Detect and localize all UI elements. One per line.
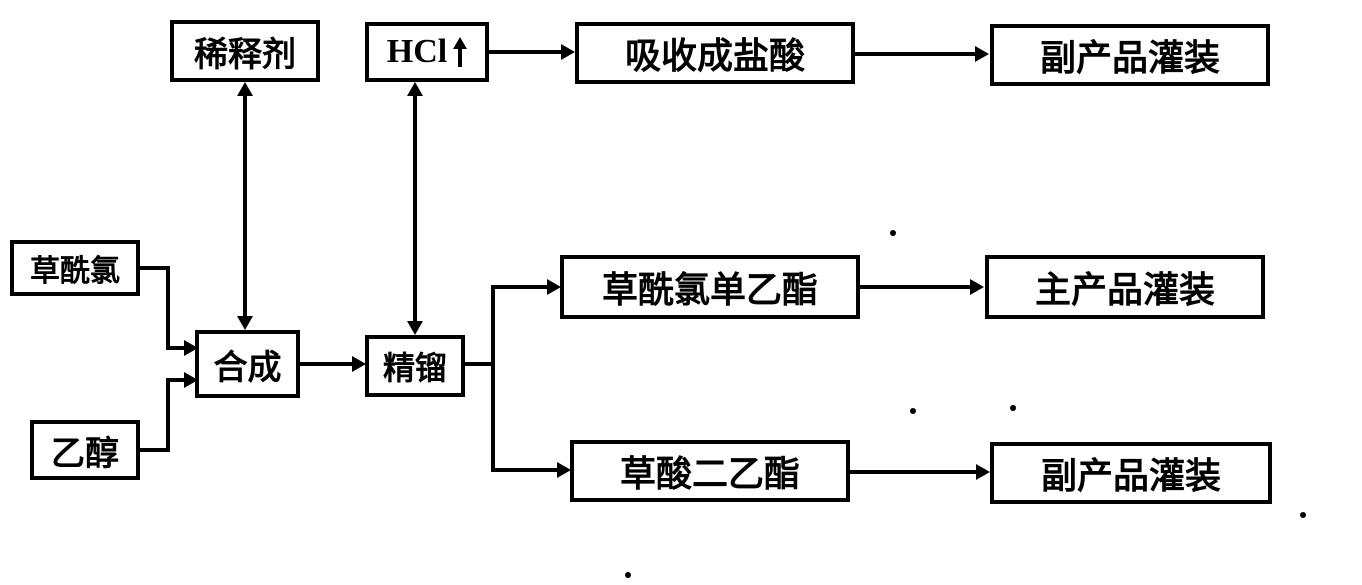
edge-ethanol-head: [184, 372, 198, 388]
dot-icon: [910, 408, 916, 414]
label: 副产品灌装: [1041, 447, 1221, 499]
dot-icon: [625, 572, 631, 578]
edge-ethanol-v: [166, 378, 170, 452]
dot-icon: [1300, 512, 1306, 518]
node-ethanol: 乙醇: [30, 420, 140, 480]
edge-mono-main: [860, 285, 970, 289]
label: 草酸二乙酯: [620, 445, 800, 497]
label: 吸收成盐酸: [625, 27, 805, 79]
edge-diluent-down: [237, 316, 253, 330]
edge-diethyl-by2: [850, 470, 976, 474]
edge-hcl-absorb-head: [561, 44, 575, 60]
edge-oxalyl-v: [166, 266, 170, 350]
up-arrow-icon: [453, 37, 467, 67]
edge-branch-v: [491, 285, 495, 470]
node-diluent: 稀释剂: [170, 20, 320, 82]
node-byproduct2: 副产品灌装: [990, 442, 1272, 504]
node-monoethyl: 草酰氯单乙酯: [560, 255, 860, 319]
edge-ethanol-h2: [166, 378, 186, 382]
node-main-product: 主产品灌装: [985, 255, 1265, 319]
edge-diluent-v: [243, 95, 247, 317]
edge-hcl-absorb: [489, 50, 561, 54]
dot-icon: [1010, 405, 1016, 411]
node-diethyl: 草酸二乙酯: [570, 440, 850, 502]
label: 主产品灌装: [1035, 261, 1215, 313]
label: 副产品灌装: [1040, 29, 1220, 81]
edge-to-mono: [491, 285, 547, 289]
label: 精镏: [383, 343, 447, 389]
node-byproduct1: 副产品灌装: [990, 24, 1270, 86]
dot-icon: [890, 230, 896, 236]
edge-oxalyl-h2: [166, 346, 186, 350]
label: 合成: [214, 340, 282, 389]
edge-diluent-up: [237, 82, 253, 96]
label: 草酰氯: [30, 246, 120, 290]
node-distillation: 精镏: [365, 335, 465, 397]
edge-dist-hcl-up: [407, 82, 423, 96]
label: HCl: [387, 33, 447, 71]
edge-to-mono-head: [547, 279, 561, 295]
edge-synth-dist-head: [352, 356, 366, 372]
node-hcl-absorb: 吸收成盐酸: [575, 22, 855, 84]
edge-synth-dist: [300, 362, 352, 366]
label: 乙醇: [51, 426, 119, 475]
node-synthesis: 合成: [195, 330, 300, 398]
label: 草酰氯单乙酯: [602, 261, 818, 313]
edge-to-diethyl-head: [557, 462, 571, 478]
edge-to-diethyl: [491, 468, 557, 472]
node-oxalyl-chloride: 草酰氯: [10, 240, 140, 296]
node-hcl: HCl: [365, 22, 489, 82]
edge-diethyl-by2-head: [976, 464, 990, 480]
edge-mono-main-head: [970, 279, 984, 295]
edge-absorb-by1: [855, 52, 975, 56]
edge-dist-hcl-down: [407, 321, 423, 335]
edge-oxalyl-head: [184, 340, 198, 356]
edge-dist-hcl-v: [413, 95, 417, 323]
edge-absorb-by1-head: [975, 46, 989, 62]
label: 稀释剂: [194, 27, 296, 76]
